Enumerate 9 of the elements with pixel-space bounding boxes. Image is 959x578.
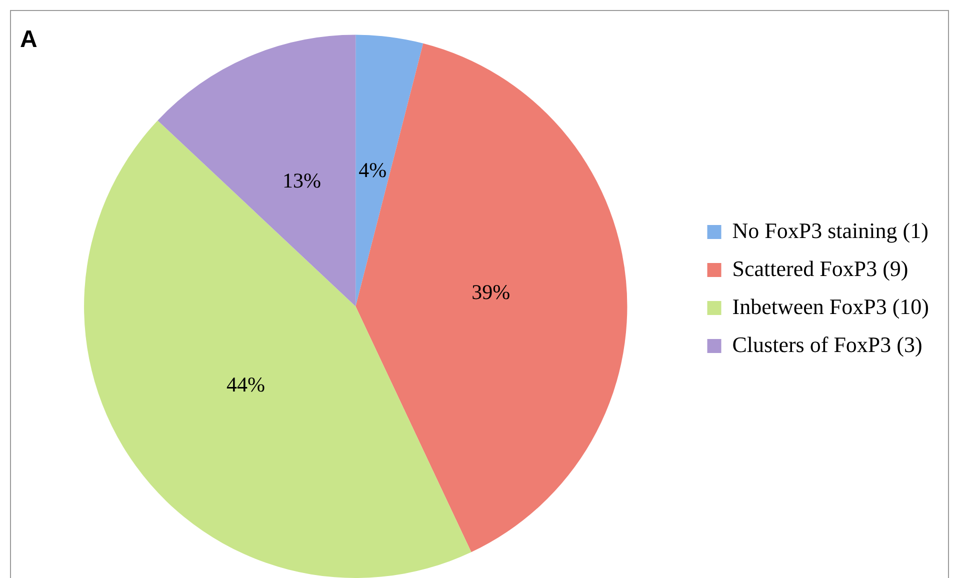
chart-title: A <box>20 26 38 54</box>
legend-label: Inbetween FoxP3 (10) <box>732 294 930 319</box>
legend-label: Clusters of FoxP3 (3) <box>732 332 922 357</box>
legend-label: Scattered FoxP3 (9) <box>732 256 908 281</box>
data-label: 4% <box>358 158 387 182</box>
data-label: 44% <box>226 372 266 397</box>
data-label: 39% <box>472 280 510 304</box>
legend-label: No FoxP3 staining (1) <box>732 218 928 243</box>
data-label: 13% <box>282 168 321 192</box>
